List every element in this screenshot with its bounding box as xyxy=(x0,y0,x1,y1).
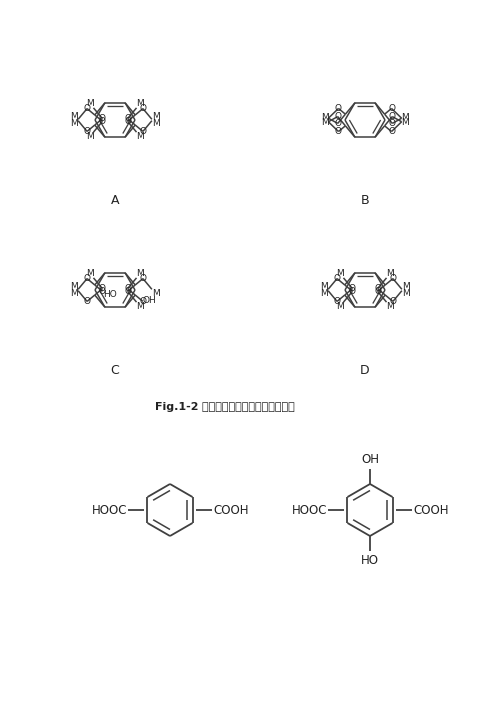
Text: M: M xyxy=(402,118,409,127)
Text: O: O xyxy=(388,127,395,136)
Text: M: M xyxy=(152,290,160,299)
Text: O: O xyxy=(124,287,131,296)
Text: O: O xyxy=(99,117,106,126)
Text: Fig.1-2: Fig.1-2 xyxy=(155,402,198,412)
Text: M: M xyxy=(402,113,409,122)
Text: O: O xyxy=(334,274,340,283)
Text: O: O xyxy=(140,104,146,113)
Text: C: C xyxy=(110,363,120,377)
Text: O: O xyxy=(389,119,396,128)
Text: O: O xyxy=(349,287,356,296)
Text: M: M xyxy=(152,112,160,120)
Text: OH: OH xyxy=(361,453,379,466)
Text: O: O xyxy=(140,127,146,136)
Text: O: O xyxy=(388,104,395,113)
Text: O: O xyxy=(99,284,106,293)
Text: COOH: COOH xyxy=(213,503,248,517)
Text: HOOC: HOOC xyxy=(92,503,127,517)
Text: B: B xyxy=(360,193,370,207)
Text: O: O xyxy=(390,274,396,283)
Text: HO: HO xyxy=(361,554,379,567)
Text: M: M xyxy=(402,282,409,290)
Text: M: M xyxy=(86,269,94,278)
Text: O: O xyxy=(140,297,146,306)
Text: O: O xyxy=(334,119,341,128)
Text: M: M xyxy=(70,282,78,290)
Text: M: M xyxy=(320,290,328,299)
Text: M: M xyxy=(136,269,144,278)
Text: M: M xyxy=(136,132,144,141)
Text: O: O xyxy=(84,127,90,136)
Text: 常见的多羧酸基团的配位模式图: 常见的多羧酸基团的配位模式图 xyxy=(195,402,295,412)
Text: M: M xyxy=(136,98,144,108)
Text: O: O xyxy=(335,104,342,113)
Text: O: O xyxy=(390,297,396,306)
Text: D: D xyxy=(360,363,370,377)
Text: M: M xyxy=(336,269,344,278)
Text: O: O xyxy=(349,284,356,293)
Text: M: M xyxy=(86,98,94,108)
Text: O: O xyxy=(84,104,90,113)
Text: O: O xyxy=(99,287,106,296)
Text: A: A xyxy=(111,193,120,207)
Text: O: O xyxy=(124,284,131,293)
Text: M: M xyxy=(336,302,344,312)
Text: O: O xyxy=(84,274,90,283)
Text: O: O xyxy=(374,287,381,296)
Text: M: M xyxy=(70,112,78,120)
Text: O: O xyxy=(374,284,381,293)
Text: O: O xyxy=(334,297,340,306)
Text: M: M xyxy=(86,132,94,141)
Text: M: M xyxy=(70,290,78,299)
Text: O: O xyxy=(389,112,396,121)
Text: O: O xyxy=(140,274,146,283)
Text: M: M xyxy=(402,290,409,299)
Text: M: M xyxy=(386,269,394,278)
Text: M: M xyxy=(320,118,328,127)
Text: O: O xyxy=(84,297,90,306)
Text: M: M xyxy=(320,113,328,122)
Text: HOOC: HOOC xyxy=(292,503,327,517)
Text: HO: HO xyxy=(103,290,117,299)
Text: M: M xyxy=(152,120,160,128)
Text: O: O xyxy=(334,112,341,121)
Text: COOH: COOH xyxy=(413,503,448,517)
Text: OH: OH xyxy=(142,296,156,304)
Text: M: M xyxy=(136,302,144,312)
Text: M: M xyxy=(386,302,394,312)
Text: O: O xyxy=(124,114,131,123)
Text: O: O xyxy=(124,117,131,126)
Text: O: O xyxy=(335,127,342,136)
Text: M: M xyxy=(70,120,78,128)
Text: M: M xyxy=(320,282,328,290)
Text: O: O xyxy=(99,114,106,123)
